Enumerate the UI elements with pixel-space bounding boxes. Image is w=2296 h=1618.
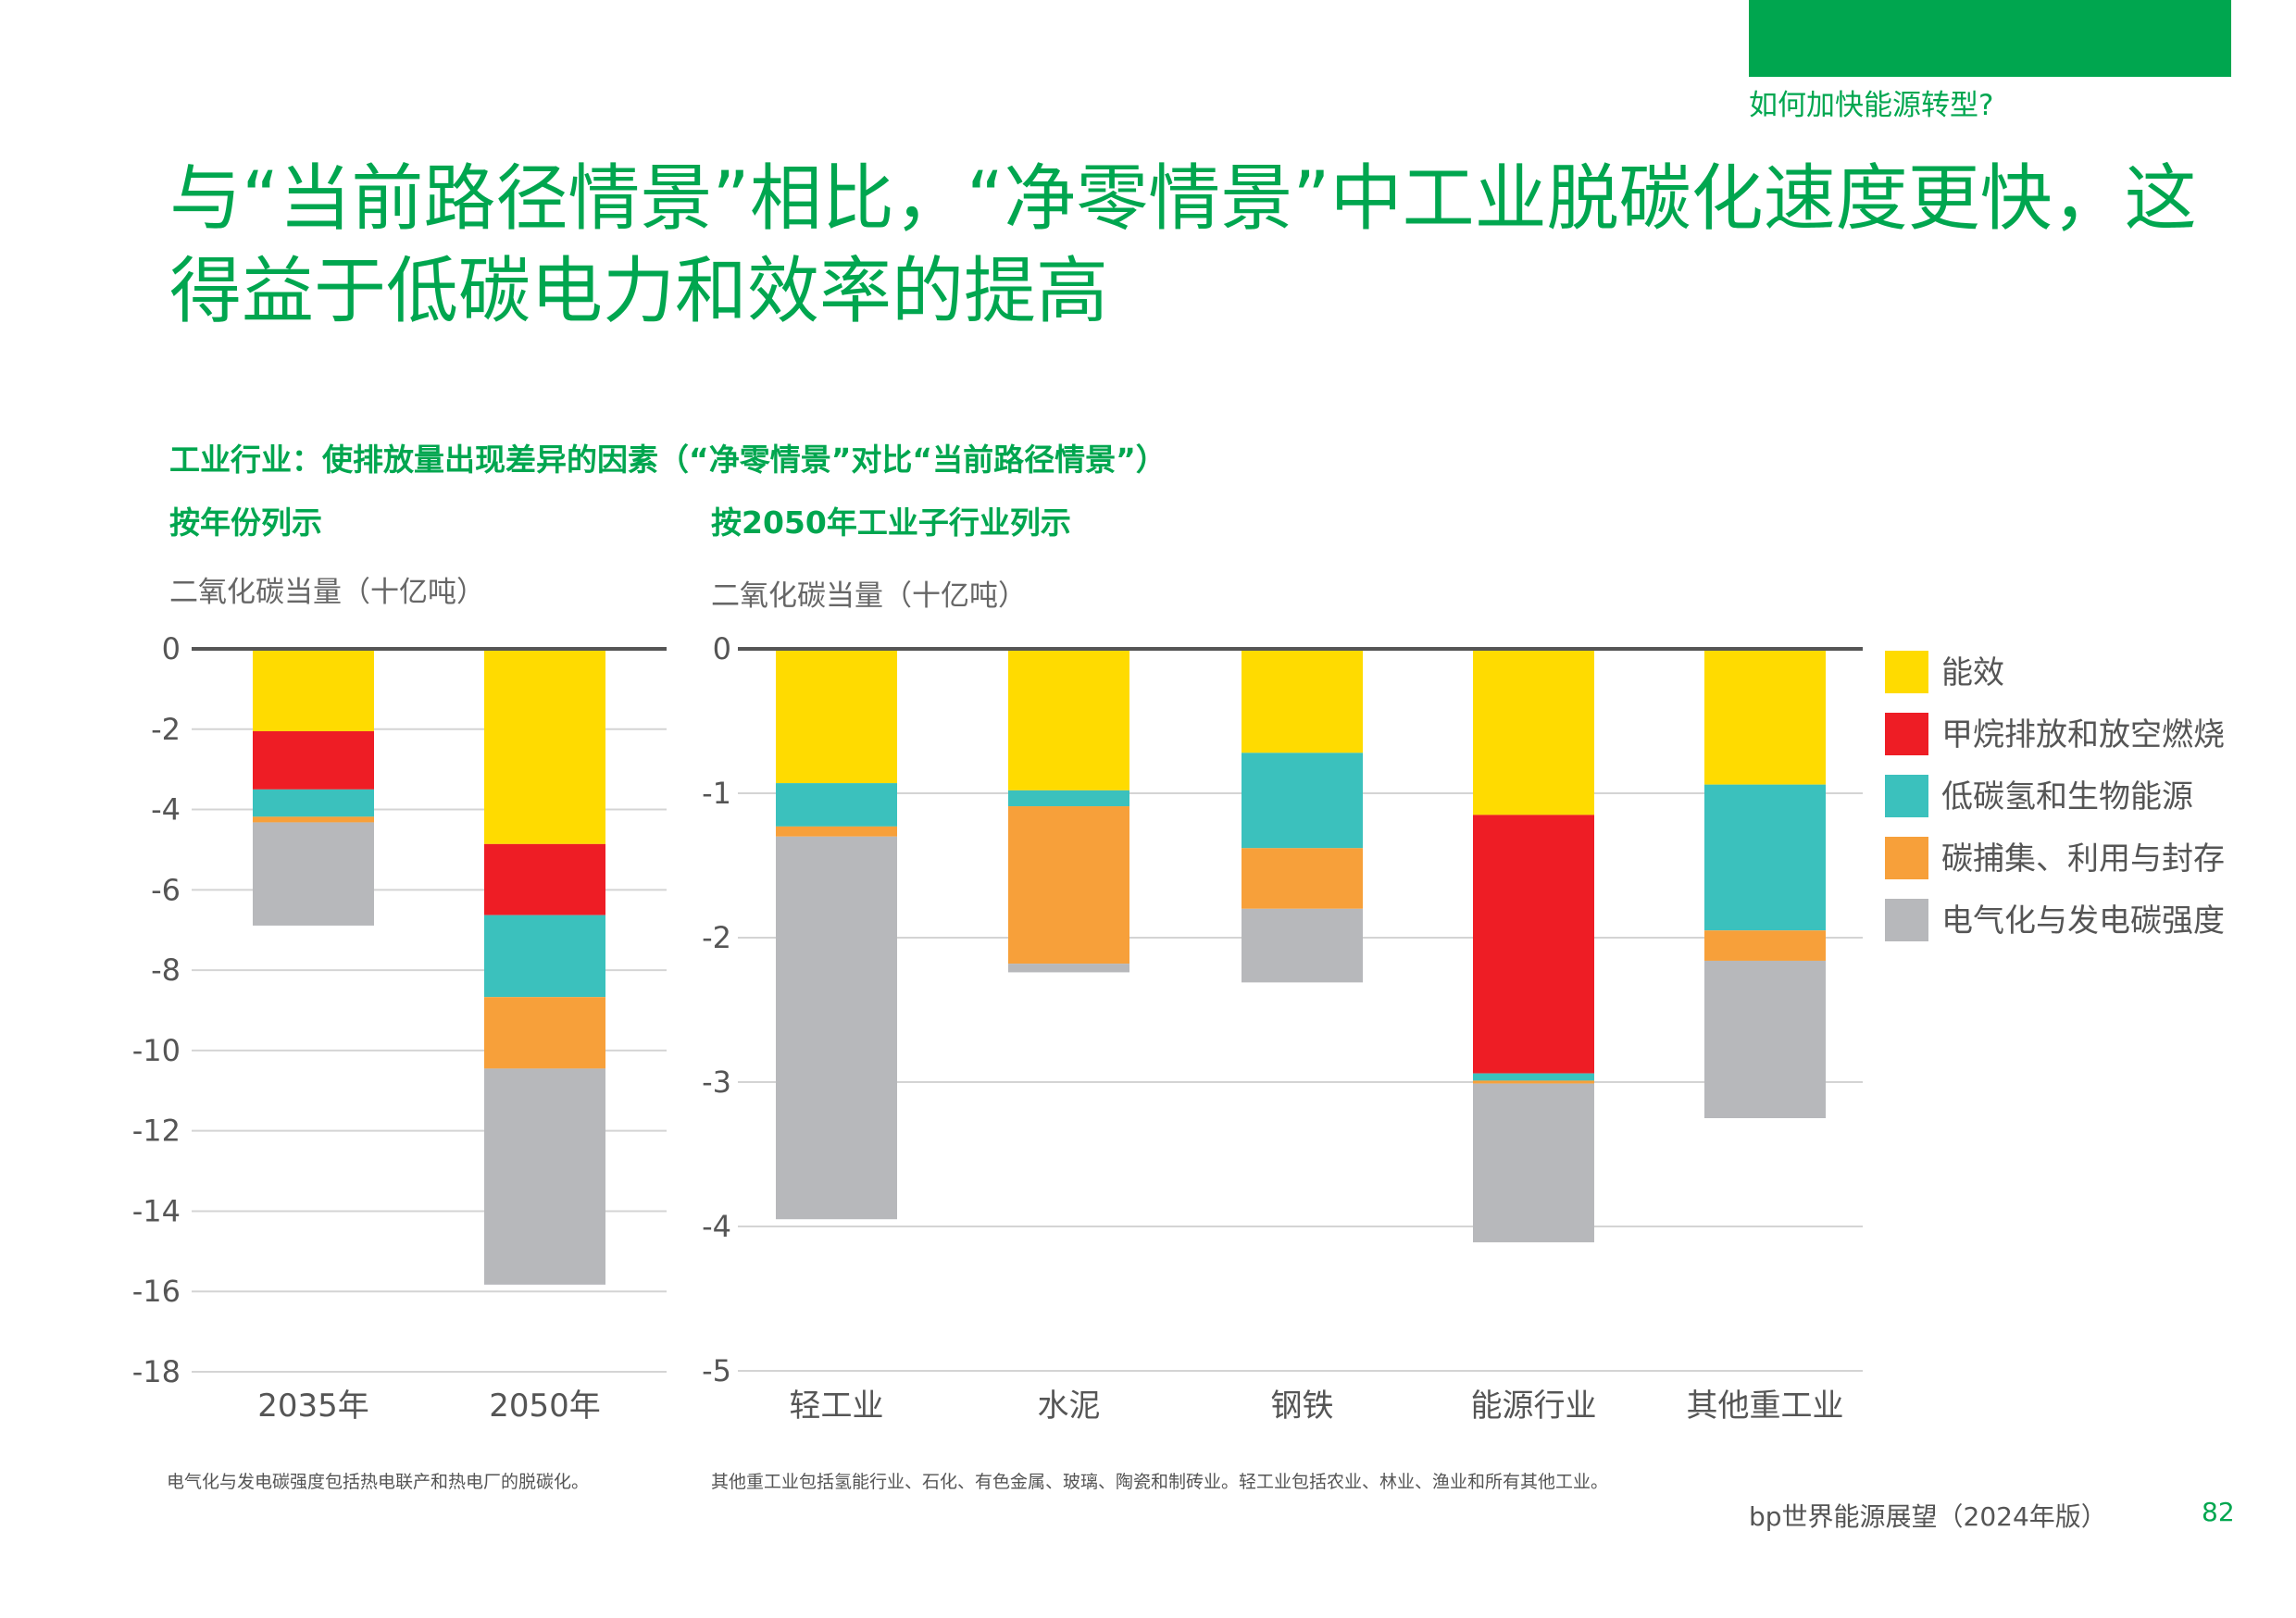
bar-segment bbox=[1242, 848, 1363, 909]
section-label: 如何加快能源转型? bbox=[1749, 89, 1994, 122]
bar-segment bbox=[1242, 908, 1363, 983]
legend-swatch bbox=[1885, 713, 1928, 755]
figure-subtitle: 工业行业：使排放量出现差异的因素（“净零情景”对比“当前路径情景”） bbox=[169, 442, 1167, 478]
legend-label: 电气化与发电碳强度 bbox=[1941, 902, 2225, 940]
y-tick-label: -2 bbox=[151, 712, 181, 747]
y-tick-label: -2 bbox=[702, 920, 731, 955]
footnote-right: 其他重工业包括氢能行业、石化、有色金属、玻璃、陶瓷和制砖业。轻工业包括农业、林业… bbox=[711, 1472, 1609, 1492]
bar-segment bbox=[253, 649, 374, 731]
legend-label: 能效 bbox=[1941, 654, 2004, 691]
page-number: 82 bbox=[2202, 1497, 2235, 1527]
bar-segment bbox=[1008, 790, 1129, 807]
bar-segment bbox=[776, 783, 897, 827]
bar-segment bbox=[1473, 1073, 1594, 1081]
y-tick-label: -1 bbox=[702, 776, 731, 811]
y-tick-label: -12 bbox=[132, 1114, 181, 1149]
y-tick-label: -4 bbox=[151, 792, 181, 828]
bar-segment bbox=[1473, 1080, 1594, 1084]
y-tick-label: 0 bbox=[713, 631, 731, 666]
bar-segment bbox=[484, 1068, 605, 1285]
x-tick-label: 水泥 bbox=[1038, 1388, 1101, 1425]
bar-segment bbox=[776, 649, 897, 784]
bar-segment bbox=[253, 789, 374, 817]
bar-segment bbox=[1242, 753, 1363, 849]
bar-segment bbox=[484, 915, 605, 998]
y-tick-label: -6 bbox=[151, 872, 181, 907]
y-axis-label-left: 二氧化碳当量（十亿吨） bbox=[169, 576, 485, 609]
y-tick-label: -3 bbox=[702, 1064, 731, 1100]
bar-segment bbox=[1242, 649, 1363, 753]
page-title: 与“当前路径情景”相比，“净零情景”中工业脱碳化速度更快，这得益于低碳电力和效率… bbox=[169, 157, 2197, 333]
y-tick-label: -4 bbox=[702, 1209, 731, 1244]
x-tick-label: 能源行业 bbox=[1471, 1388, 1597, 1425]
bar-segment bbox=[1008, 649, 1129, 790]
footnote-left: 电气化与发电碳强度包括热电联产和热电厂的脱碳化。 bbox=[167, 1472, 590, 1492]
bar-segment bbox=[1008, 806, 1129, 965]
x-tick-label: 钢铁 bbox=[1271, 1388, 1334, 1425]
x-tick-label: 轻工业 bbox=[790, 1388, 884, 1425]
legend-label: 低碳氢和生物能源 bbox=[1941, 778, 2193, 815]
bar-segment bbox=[1704, 960, 1826, 1118]
bar-segment bbox=[1473, 815, 1594, 1074]
bar-segment bbox=[1473, 649, 1594, 815]
panel-title-left: 按年份列示 bbox=[169, 504, 322, 541]
bar-segment bbox=[1704, 649, 1826, 785]
bar-segment bbox=[484, 843, 605, 915]
legend-label: 碳捕集、利用与封存 bbox=[1941, 840, 2225, 877]
legend-swatch bbox=[1885, 775, 1928, 817]
bar-segment bbox=[776, 836, 897, 1220]
y-axis-label-right: 二氧化碳当量（十亿吨） bbox=[711, 579, 1027, 613]
x-tick-label: 2050年 bbox=[489, 1388, 601, 1425]
bar-segment bbox=[776, 826, 897, 837]
bar-segment bbox=[253, 730, 374, 790]
panel-title-right: 按2050年工业子行业列示 bbox=[711, 504, 1071, 541]
bar-segment bbox=[1008, 964, 1129, 973]
bar-segment bbox=[484, 997, 605, 1069]
y-tick-label: 0 bbox=[162, 631, 181, 666]
x-tick-label: 2035年 bbox=[257, 1388, 369, 1425]
legend-label: 甲烷排放和放空燃烧 bbox=[1941, 716, 2225, 753]
brand-bar bbox=[1749, 0, 2231, 77]
y-tick-label: -14 bbox=[132, 1193, 181, 1228]
bar-segment bbox=[253, 816, 374, 823]
bar-segment bbox=[1704, 930, 1826, 961]
x-tick-label: 其他重工业 bbox=[1687, 1388, 1844, 1425]
y-tick-label: -18 bbox=[132, 1354, 181, 1389]
legend-swatch bbox=[1885, 899, 1928, 941]
publication-name: bp世界能源展望（2024年版） bbox=[1749, 1501, 2107, 1532]
bar-segment bbox=[484, 649, 605, 844]
y-tick-label: -10 bbox=[132, 1033, 181, 1068]
y-tick-label: -5 bbox=[702, 1353, 731, 1388]
bar-segment bbox=[253, 822, 374, 926]
bar-segment bbox=[1473, 1083, 1594, 1243]
y-tick-label: -8 bbox=[151, 952, 181, 988]
y-tick-label: -16 bbox=[132, 1274, 181, 1309]
legend-swatch bbox=[1885, 651, 1928, 693]
bar-segment bbox=[1704, 784, 1826, 931]
legend-swatch bbox=[1885, 837, 1928, 879]
